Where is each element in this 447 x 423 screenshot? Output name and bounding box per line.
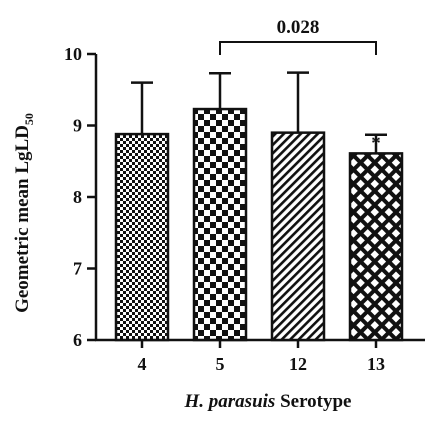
bar-4: [114, 132, 170, 342]
y-tick-label: 8: [73, 187, 82, 207]
x-axis-title-rest: Serotype: [275, 391, 351, 412]
y-tick-label: 7: [73, 259, 82, 279]
y-tick-label: 6: [73, 330, 82, 350]
x-tick-label: 13: [367, 354, 385, 374]
y-axis-title-subscript: 50: [22, 113, 36, 125]
bar-12: [270, 131, 326, 342]
y-axis-title-main: Geometric mean LgLD: [12, 125, 33, 313]
y-tick-label: 10: [64, 44, 82, 64]
x-axis-ticks: 4 5 12 13: [138, 340, 385, 374]
x-tick-label: 12: [289, 354, 307, 374]
annotation-group: 0.028 *: [219, 17, 381, 154]
x-axis-title: H. parasuis Serotype: [184, 391, 352, 412]
bar-group: [114, 107, 404, 342]
x-tick-label: 5: [216, 354, 225, 374]
bar-13: [348, 152, 404, 342]
p-value-label: 0.028: [277, 17, 320, 38]
significance-star: *: [371, 133, 381, 154]
x-tick-label: 4: [138, 354, 147, 374]
error-bar-group: [131, 71, 387, 154]
comparison-bracket: [219, 41, 377, 55]
y-axis-ticks: 6 7 8 9 10: [64, 44, 96, 350]
x-axis-title-italic: H. parasuis: [184, 391, 276, 412]
y-axis-title: Geometric mean LgLD50: [12, 113, 36, 313]
bar-5: [192, 107, 248, 342]
y-tick-label: 9: [73, 116, 82, 136]
